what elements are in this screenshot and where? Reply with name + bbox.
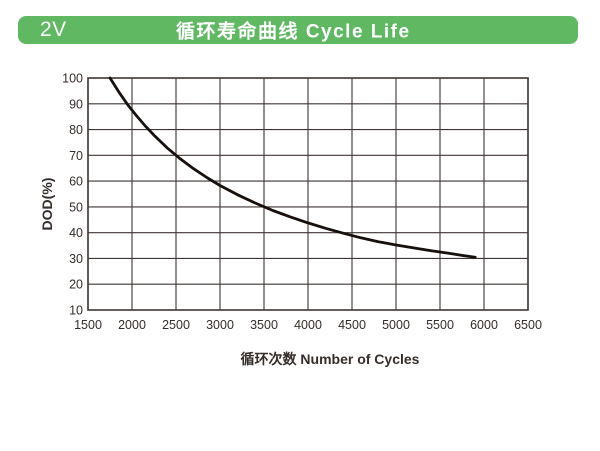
model-label: 2V [40,18,67,41]
x-tick-label: 1500 [74,318,102,332]
y-axis-title-unit: (%) [39,178,55,200]
x-tick-label: 3500 [250,318,278,332]
header-bar: 2V 循环寿命曲线 Cycle Life [18,16,578,44]
x-tick-label: 3000 [206,318,234,332]
plot-border [87,77,529,311]
curve-path [108,76,477,259]
x-tick-label: 4500 [338,318,366,332]
y-tick-label: 60 [69,175,83,189]
y-tick-label: 50 [69,200,83,214]
x-tick-label: 5500 [426,318,454,332]
x-tick-label: 2000 [118,318,146,332]
y-tick-label: 100 [62,72,83,86]
y-axis-title: DOD(%) [39,178,55,231]
x-tick-label: 2500 [162,318,190,332]
x-axis-title: 循环次数 Number of Cycles [241,351,420,367]
x-tick-label: 6000 [470,318,498,332]
grid-lines [87,77,529,311]
y-tick-label: 70 [69,149,83,163]
y-tick-label: 80 [69,123,83,137]
y-tick-label: 20 [69,278,83,292]
x-tick-label: 5000 [382,318,410,332]
y-axis-title-bold: DOD [39,199,55,230]
x-tick-label: 6500 [514,318,542,332]
cycle-life-curve [108,76,477,259]
page-title: 循环寿命曲线 Cycle Life [176,21,411,43]
plot-border-rect [87,77,529,311]
y-tick-label: 40 [69,226,83,240]
x-axis-tick-labels: 1500 2000 2500 3000 3500 4000 4500 5000 5500 6000… [74,318,542,332]
y-tick-label: 30 [69,252,83,266]
y-tick-label: 90 [69,97,83,111]
y-axis-tick-labels: 100 90 80 70 60 50 40 30 20 10 [62,72,83,318]
y-tick-label: 10 [69,304,83,318]
x-tick-label: 4000 [294,318,322,332]
